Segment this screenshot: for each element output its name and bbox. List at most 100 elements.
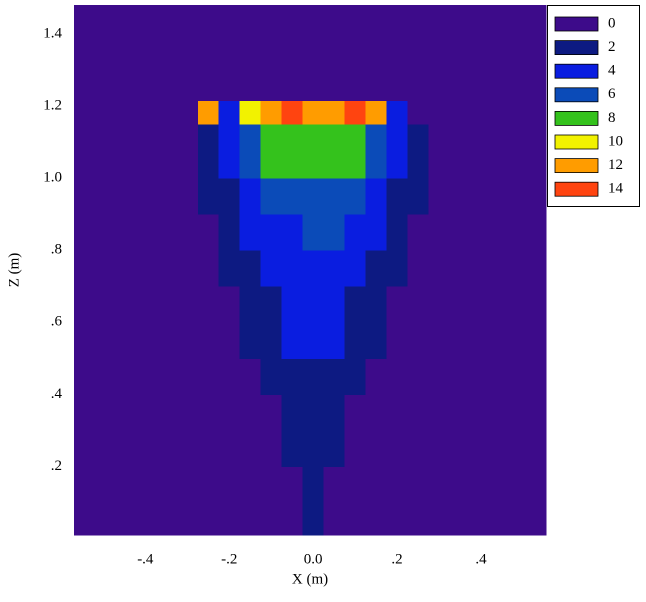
contour-cell (533, 286, 547, 323)
contour-cell (113, 430, 136, 467)
contour-cell (323, 502, 346, 536)
contour-cell (491, 502, 513, 536)
contour-cell (302, 123, 325, 148)
contour-cell (512, 123, 534, 148)
contour-cell (365, 147, 388, 179)
contour-cell (134, 250, 157, 287)
contour-cell (470, 466, 492, 504)
legend-swatch (554, 16, 599, 32)
contour-cell (449, 322, 471, 359)
contour-cell (344, 147, 367, 179)
contour-cell (281, 358, 304, 395)
contour-cell (449, 502, 471, 536)
contour-cell (407, 466, 430, 504)
contour-cell (239, 322, 262, 359)
contour-cell (74, 69, 94, 102)
y-tick-label: .2 (51, 458, 62, 474)
contour-cell (512, 286, 534, 323)
legend-swatch (554, 158, 599, 174)
contour-cell (365, 466, 388, 504)
contour-cell (386, 178, 409, 215)
contour-cell (323, 394, 346, 431)
contour-cell (302, 286, 325, 323)
contour-cell (74, 394, 94, 431)
contour-cell (176, 214, 199, 251)
contour-cell (113, 5, 136, 35)
contour-cell (92, 33, 115, 71)
contour-cell (281, 178, 304, 215)
contour-cell (176, 466, 199, 504)
contour-cell (470, 250, 492, 287)
contour-cell (449, 178, 471, 215)
legend-swatch (554, 87, 599, 103)
contour-cell (134, 178, 157, 215)
contour-cell (218, 123, 241, 148)
contour-cell (323, 100, 346, 125)
contour-cell (491, 5, 513, 35)
contour-cell (407, 69, 430, 102)
contour-cell (344, 466, 367, 504)
legend-label: 14 (608, 181, 624, 197)
contour-cell (302, 430, 325, 467)
contour-cell (176, 5, 199, 35)
contour-cell (491, 322, 513, 359)
contour-cell (491, 286, 513, 323)
contour-cell (365, 322, 388, 359)
contour-cell (197, 69, 220, 102)
contour-cell (260, 123, 283, 148)
contour-cell (512, 250, 534, 287)
contour-cell (239, 466, 262, 504)
contour-cell (470, 123, 492, 148)
legend-label: 0 (608, 15, 616, 31)
contour-cell (533, 358, 547, 395)
contour-cell (113, 250, 136, 287)
contour-cell (176, 394, 199, 431)
contour-cell (197, 322, 220, 359)
contour-cell (491, 69, 513, 102)
contour-cell (260, 147, 283, 179)
contour-cell (365, 100, 388, 125)
contour-cell (386, 5, 409, 35)
legend-label: 6 (608, 86, 616, 102)
contour-cell (386, 250, 409, 287)
contour-cell (365, 214, 388, 251)
contour-cell (113, 69, 136, 102)
contour-cell (74, 430, 94, 467)
contour-cell (386, 286, 409, 323)
contour-cell (218, 394, 241, 431)
contour-cell (428, 466, 451, 504)
contour-cell (386, 69, 409, 102)
contour-cell (407, 178, 430, 215)
contour-cell (512, 33, 534, 71)
contour-cell (386, 358, 409, 395)
contour-cell (113, 358, 136, 395)
contour-cell (491, 466, 513, 504)
contour-cell (74, 100, 94, 125)
contour-cell (239, 214, 262, 251)
contour-cell (512, 147, 534, 179)
contour-cell (239, 123, 262, 148)
contour-cell (302, 100, 325, 125)
contour-cell (134, 430, 157, 467)
contour-cell (155, 250, 178, 287)
contour-cell (74, 33, 94, 71)
contour-cell (449, 394, 471, 431)
contour-cell (449, 123, 471, 148)
contour-cell (134, 5, 157, 35)
contour-cell (407, 147, 430, 179)
contour-cell (512, 322, 534, 359)
contour-cell (113, 322, 136, 359)
contour-cell (134, 69, 157, 102)
contour-cell (365, 430, 388, 467)
contour-cell (449, 147, 471, 179)
contour-cell (197, 466, 220, 504)
contour-cell (344, 123, 367, 148)
contour-cell (449, 33, 471, 71)
contour-cell (218, 178, 241, 215)
contour-cell (449, 69, 471, 102)
contour-cell (92, 100, 115, 125)
contour-cell (281, 394, 304, 431)
contour-cell (113, 394, 136, 431)
contour-cell (197, 5, 220, 35)
contour-cell (323, 5, 346, 35)
